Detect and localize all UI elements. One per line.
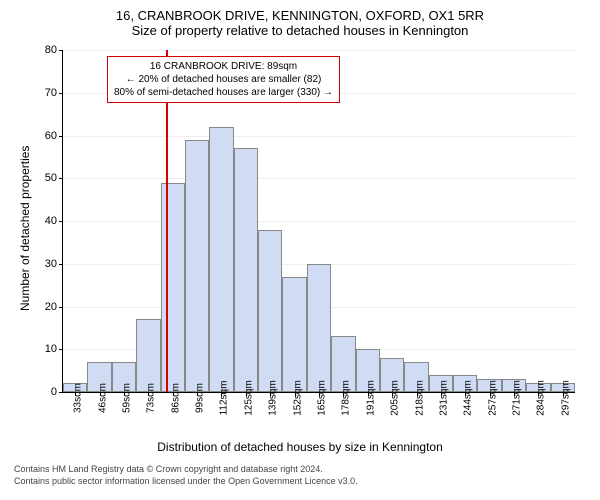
- y-axis-label: Number of detached properties: [18, 146, 32, 311]
- y-tick-label: 60: [45, 130, 63, 142]
- y-tick-label: 0: [51, 386, 63, 398]
- y-tick-label: 30: [45, 258, 63, 270]
- x-tick-label: 46sqm: [91, 383, 108, 413]
- x-tick-label: 297sqm: [554, 380, 571, 416]
- histogram-bar: [185, 140, 209, 392]
- x-tick-label: 271sqm: [506, 380, 523, 416]
- y-tick-label: 20: [45, 301, 63, 313]
- x-tick-label: 125sqm: [237, 380, 254, 416]
- x-tick-label: 152sqm: [286, 380, 303, 416]
- info-box-line: 16 CRANBROOK DRIVE: 89sqm: [114, 60, 333, 73]
- y-tick-label: 10: [45, 343, 63, 355]
- x-tick-label: 112sqm: [213, 381, 230, 416]
- x-tick-label: 99sqm: [189, 383, 206, 413]
- info-box-line: 80% of semi-detached houses are larger (…: [114, 86, 333, 99]
- y-tick-label: 40: [45, 215, 63, 227]
- x-tick-label: 218sqm: [408, 380, 425, 416]
- footnote-line-1: Contains HM Land Registry data © Crown c…: [14, 464, 600, 476]
- x-tick-label: 231sqm: [432, 380, 449, 416]
- y-tick-label: 80: [45, 44, 63, 56]
- histogram-bar: [209, 127, 233, 392]
- x-tick-label: 284sqm: [530, 380, 547, 416]
- x-tick-label: 244sqm: [457, 380, 474, 416]
- histogram-bar: [307, 264, 331, 392]
- histogram-bar: [136, 319, 160, 392]
- footnote: Contains HM Land Registry data © Crown c…: [0, 464, 600, 487]
- x-tick-label: 165sqm: [311, 380, 328, 416]
- x-tick-label: 257sqm: [481, 380, 498, 416]
- x-tick-label: 73sqm: [140, 383, 157, 413]
- x-tick-label: 178sqm: [335, 380, 352, 416]
- footnote-line-2: Contains public sector information licen…: [14, 476, 600, 488]
- info-box: 16 CRANBROOK DRIVE: 89sqm← 20% of detach…: [107, 56, 340, 103]
- chart-title-sub: Size of property relative to detached ho…: [0, 23, 600, 38]
- plot-area: 0102030405060708033sqm46sqm59sqm73sqm86s…: [62, 50, 575, 393]
- y-tick-label: 50: [45, 172, 63, 184]
- x-tick-label: 59sqm: [115, 383, 132, 413]
- histogram-bar: [258, 230, 282, 392]
- x-tick-label: 191sqm: [359, 380, 376, 416]
- info-box-line: ← 20% of detached houses are smaller (82…: [114, 73, 333, 86]
- histogram-bar: [234, 148, 258, 392]
- chart-title-main: 16, CRANBROOK DRIVE, KENNINGTON, OXFORD,…: [0, 0, 600, 23]
- x-tick-label: 139sqm: [262, 380, 279, 416]
- x-axis-label: Distribution of detached houses by size …: [0, 440, 600, 454]
- x-tick-label: 33sqm: [67, 383, 84, 413]
- histogram-bar: [161, 183, 185, 392]
- histogram-bar: [282, 277, 306, 392]
- y-tick-label: 70: [45, 87, 63, 99]
- x-tick-label: 205sqm: [384, 380, 401, 416]
